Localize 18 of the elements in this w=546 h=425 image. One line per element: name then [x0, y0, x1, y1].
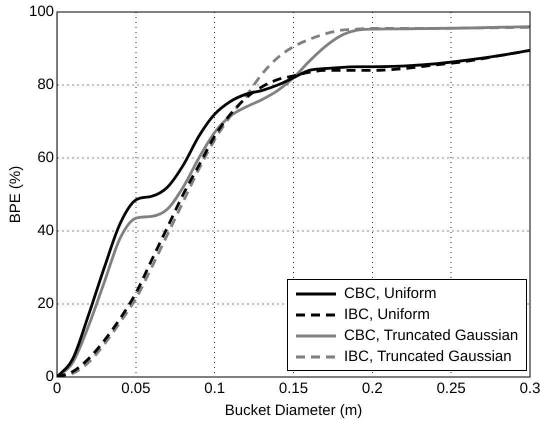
- x-tick-label: 0.25: [436, 380, 466, 398]
- y-tick-label: 0: [46, 368, 54, 386]
- legend-label: IBC, Uniform: [344, 306, 430, 323]
- x-axis-title: Bucket Diameter (m): [224, 402, 362, 420]
- y-tick-label: 80: [37, 76, 54, 94]
- legend-label: IBC, Truncated Gaussian: [344, 348, 512, 365]
- legend-label: CBC, Uniform: [344, 285, 437, 302]
- x-tick-label: 0.3: [520, 380, 540, 398]
- x-tick-label: 0.05: [121, 380, 150, 398]
- x-tick-label: 0.1: [204, 380, 226, 398]
- x-tick-label: 0.15: [278, 380, 308, 398]
- y-tick-label: 60: [37, 149, 54, 166]
- y-tick-label: 100: [28, 3, 54, 20]
- y-tick-label: 20: [37, 295, 54, 312]
- y-tick-label: 40: [37, 222, 54, 240]
- y-axis-title: BPE (%): [7, 166, 24, 224]
- legend-label: CBC, Truncated Gaussian: [344, 327, 518, 344]
- x-tick-label: 0.2: [362, 380, 383, 398]
